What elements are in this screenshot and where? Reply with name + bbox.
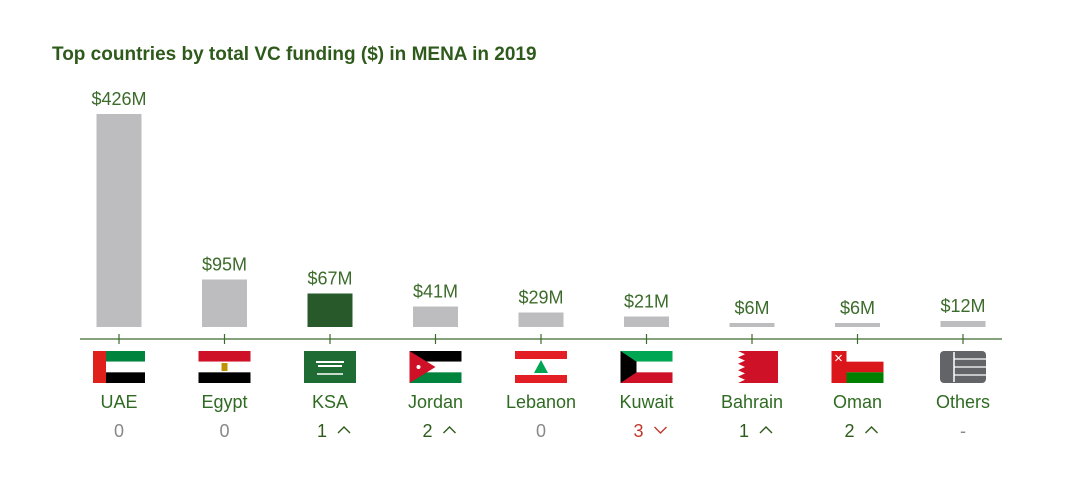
x-tick-label-bahrain: Bahrain	[721, 392, 783, 412]
rank-down-arrow-icon	[654, 426, 667, 434]
lebanon-flag-icon	[515, 351, 567, 383]
value-label-uae: $426M	[91, 89, 146, 109]
kuwait-flag-icon	[620, 351, 673, 383]
bar-egypt	[202, 279, 247, 327]
egypt-flag-icon	[198, 351, 251, 383]
value-label-oman: $6M	[840, 298, 875, 318]
oman-flag-icon	[831, 351, 884, 383]
bar-ksa	[307, 293, 353, 327]
rank-change-lebanon: 0	[536, 421, 546, 441]
flag-stripe	[409, 351, 462, 362]
value-label-jordan: $41M	[413, 282, 458, 302]
value-label-ksa: $67M	[307, 269, 352, 289]
flag-serrated	[726, 351, 745, 383]
bar-jordan	[413, 306, 458, 327]
bar-bahrain	[729, 323, 775, 327]
bahrain-flag-icon	[726, 351, 778, 383]
value-label-egypt: $95M	[202, 255, 247, 275]
flag-stripe	[198, 372, 251, 383]
rank-change-egypt: 0	[219, 421, 229, 441]
rank-change-ksa: 1	[317, 421, 327, 441]
x-tick-label-lebanon: Lebanon	[506, 392, 576, 412]
flag-star	[416, 365, 421, 369]
flag-stripe	[831, 361, 884, 373]
value-label-bahrain: $6M	[734, 298, 769, 318]
bar-oman	[835, 323, 880, 327]
flag-stripe	[620, 361, 673, 373]
rank-change-kuwait: 3	[633, 421, 643, 441]
x-tick-label-kuwait: Kuwait	[619, 392, 673, 412]
jordan-flag-icon	[409, 351, 462, 383]
flag-emblem	[835, 354, 842, 362]
flag-stripe	[831, 351, 884, 362]
flag-stripe	[831, 372, 884, 383]
x-tick-label-ksa: KSA	[312, 392, 348, 412]
flag-stripe	[515, 375, 567, 383]
bar-uae	[96, 114, 142, 327]
value-label-lebanon: $29M	[518, 288, 563, 308]
x-tick-label-jordan: Jordan	[408, 392, 463, 412]
flag-stripe	[620, 351, 673, 362]
flag-stripe	[198, 351, 251, 362]
ksa-flag-icon	[304, 351, 356, 383]
uae-flag-icon	[93, 351, 145, 383]
flag-triangle	[409, 351, 436, 383]
value-label-kuwait: $21M	[624, 292, 669, 312]
x-tick-label-uae: UAE	[100, 392, 137, 412]
flag-script	[316, 361, 344, 367]
rank-change-uae: 0	[114, 421, 124, 441]
flag-stripe	[93, 351, 106, 383]
flag-stripe	[409, 372, 462, 383]
value-label-others: $12M	[940, 296, 985, 316]
others-icon	[940, 351, 986, 383]
rank-change-oman: 2	[844, 421, 854, 441]
flag-stripe	[831, 351, 847, 383]
flag-stripe	[620, 372, 673, 383]
x-tick-label-egypt: Egypt	[201, 392, 247, 412]
rank-up-arrow-icon	[443, 426, 456, 434]
rank-up-arrow-icon	[337, 426, 351, 434]
bar-kuwait	[624, 316, 669, 327]
x-tick-label-oman: Oman	[833, 392, 882, 412]
flag-stripe	[93, 372, 145, 383]
rank-change-jordan: 2	[422, 421, 432, 441]
rank-up-arrow-icon	[865, 426, 878, 434]
x-tick-label-others: Others	[936, 392, 990, 412]
flag-trapezoid	[620, 351, 637, 383]
bar-lebanon	[518, 312, 564, 327]
bar-others	[940, 321, 986, 327]
flag-stripe	[93, 351, 145, 362]
chart-title: Top countries by total VC funding ($) in…	[52, 44, 537, 65]
flag-stripe	[93, 361, 145, 373]
rank-change-bahrain: 1	[739, 421, 749, 441]
flag-stripe	[515, 351, 567, 359]
rank-change-others: -	[960, 421, 966, 441]
flag-cedar	[534, 360, 548, 373]
flag-emblem	[221, 363, 228, 371]
rank-up-arrow-icon	[759, 426, 773, 434]
